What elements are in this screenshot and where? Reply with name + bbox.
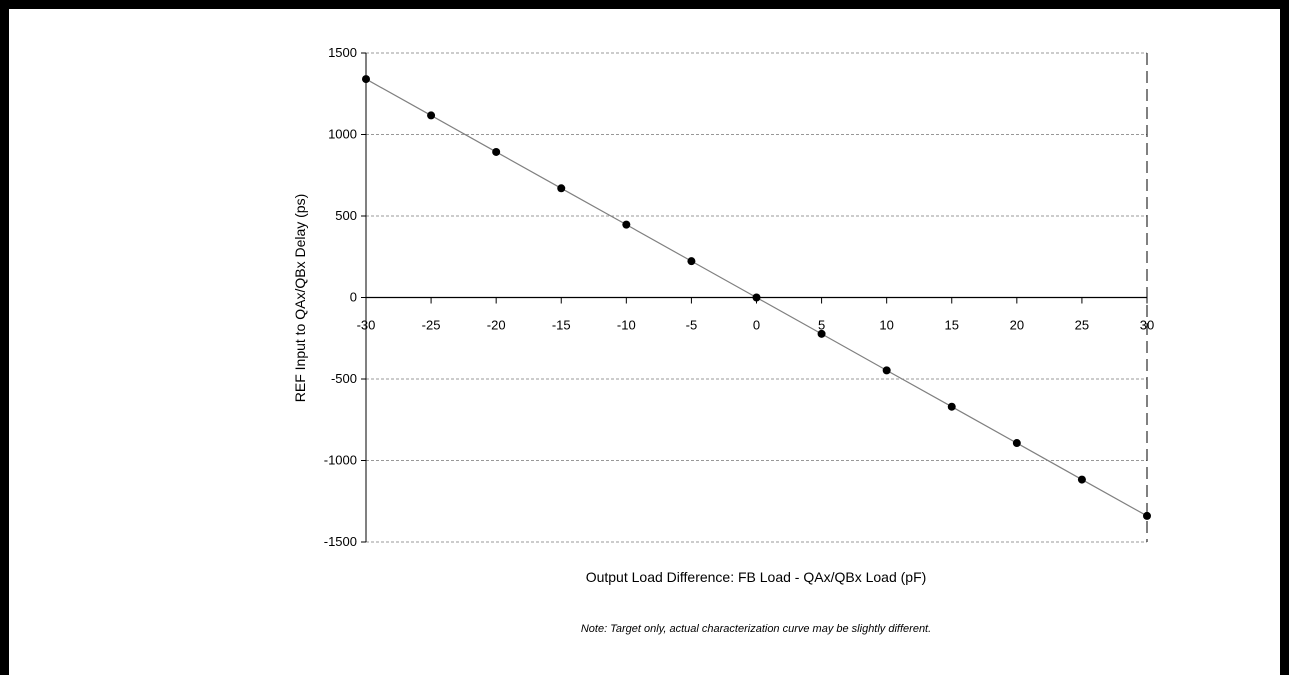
x-tick-labels: -30 -25 -20 -15 -10 -5 0 5 10 15 20 25 30 <box>357 318 1155 333</box>
x-tick-label: -20 <box>487 318 506 333</box>
grid-lines <box>366 52 1148 543</box>
x-tick-label: 10 <box>879 318 893 333</box>
x-tick-label: 15 <box>945 318 959 333</box>
data-point <box>752 293 761 302</box>
x-tick-label: -15 <box>552 318 571 333</box>
x-tick-label: -10 <box>617 318 636 333</box>
chart-note: Note: Target only, actual characterizati… <box>581 623 931 635</box>
y-axis-title: REF Input to QAx/QBx Delay (ps) <box>292 194 308 403</box>
y-tick-label: 500 <box>335 208 357 223</box>
y-tick-label: -1500 <box>324 534 357 549</box>
y-tick-label: 1500 <box>328 45 357 60</box>
y-tick-label: 0 <box>350 290 357 305</box>
y-tick-label: -500 <box>331 371 357 386</box>
y-tick-label: -1000 <box>324 453 357 468</box>
data-point <box>1077 475 1086 484</box>
x-tick-label: -25 <box>422 318 441 333</box>
data-point <box>947 402 956 411</box>
data-point <box>362 75 370 84</box>
data-point <box>427 111 436 120</box>
data-point <box>492 147 501 156</box>
x-axis-title: Output Load Difference: FB Load - QAx/QB… <box>586 569 927 585</box>
y-tick-labels: 1500 1000 500 0 -500 -1000 -1500 <box>324 45 357 549</box>
data-point <box>557 184 566 193</box>
x-tick-label: 30 <box>1140 318 1154 333</box>
data-point <box>882 366 891 375</box>
x-tick-label: -30 <box>357 318 376 333</box>
x-tick-label: 0 <box>753 318 760 333</box>
x-tick-label: -5 <box>686 318 698 333</box>
data-points <box>362 75 1151 520</box>
data-point <box>1012 439 1021 448</box>
data-point <box>622 220 631 229</box>
data-point <box>1143 511 1151 520</box>
x-tick-label: 5 <box>818 318 825 333</box>
x-tick-label: 25 <box>1075 318 1089 333</box>
data-point <box>687 257 696 266</box>
data-point <box>817 329 826 338</box>
x-tick-label: 20 <box>1010 318 1024 333</box>
y-tick-label: 1000 <box>328 127 357 142</box>
